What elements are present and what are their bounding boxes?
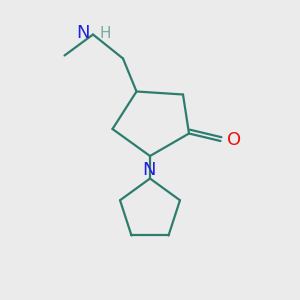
- Text: H: H: [99, 26, 110, 40]
- Text: N: N: [76, 24, 90, 42]
- Text: N: N: [142, 161, 155, 179]
- Text: O: O: [227, 131, 241, 149]
